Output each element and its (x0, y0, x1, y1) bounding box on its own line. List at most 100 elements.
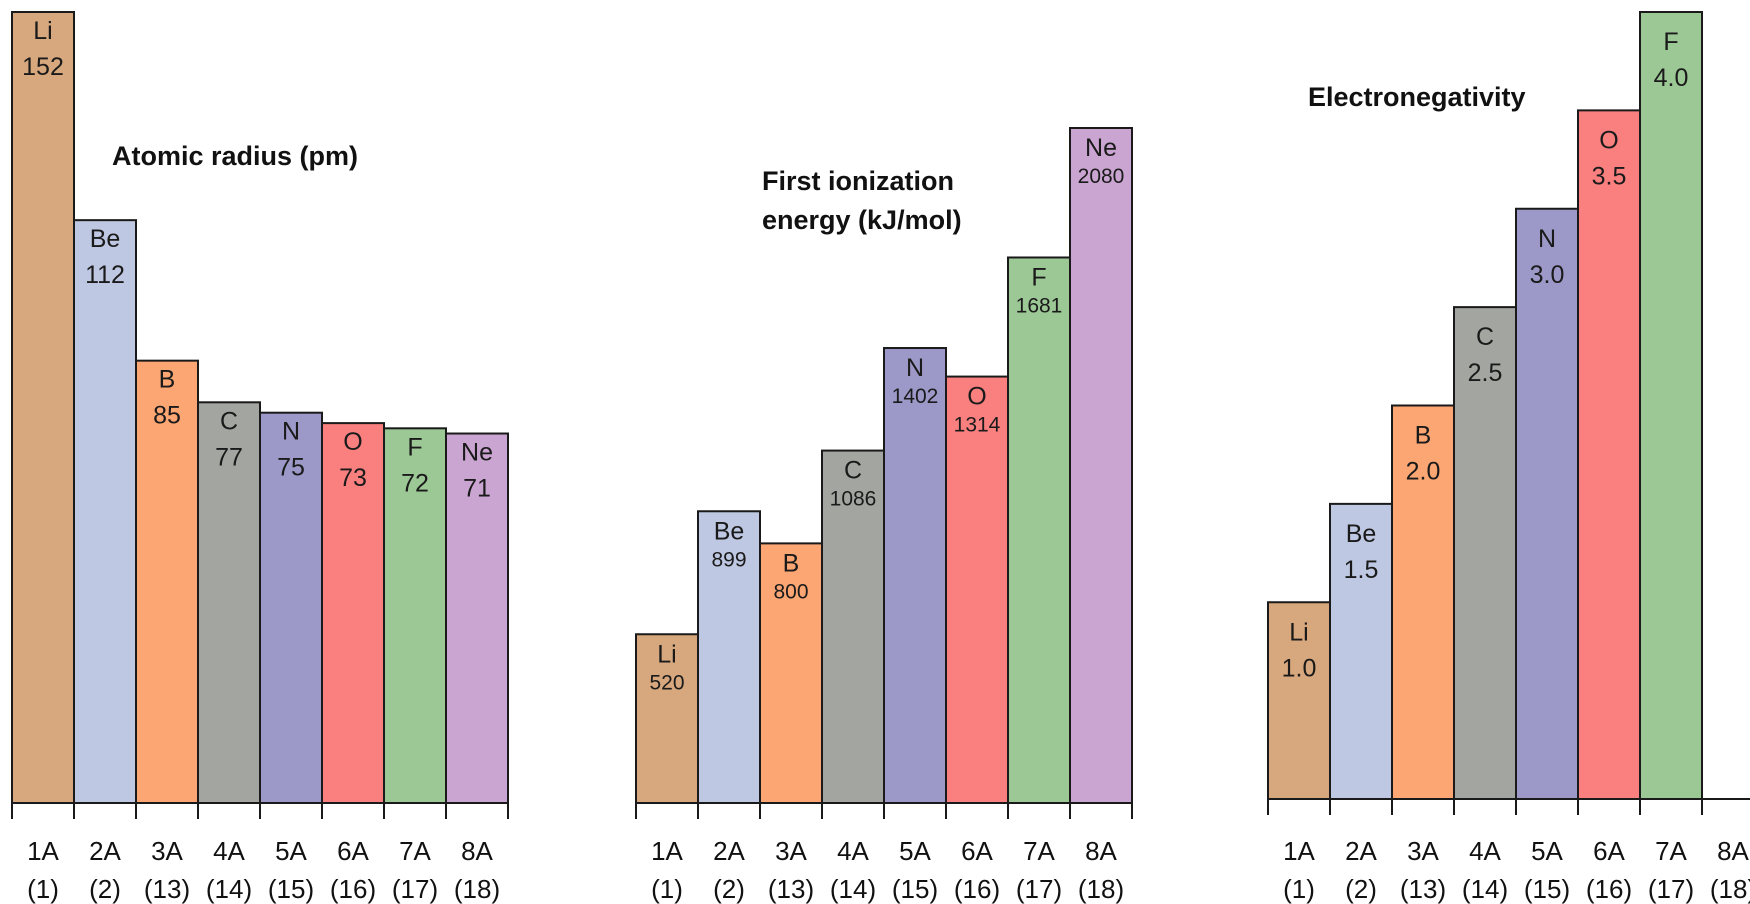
bar-element-label: Li (657, 640, 676, 668)
bar-element-label: Ne (1085, 134, 1117, 162)
bar-value-label: 85 (153, 402, 181, 430)
tick-label-group-number: (18) (454, 874, 500, 904)
tick-label-group-number: (2) (89, 874, 121, 904)
bar-element-label: O (343, 428, 362, 456)
tick-label-group: 4A (837, 836, 869, 866)
tick-label-group: 7A (1655, 836, 1687, 866)
tick-label-group-number: (14) (206, 874, 252, 904)
tick-label-group: 5A (1531, 836, 1563, 866)
tick-label-group-number: (17) (392, 874, 438, 904)
bar-ionization-ne (1069, 127, 1133, 804)
bar-element-label: B (1415, 422, 1432, 450)
bar-electronegativity-o (1577, 109, 1641, 800)
tick-label-group: 8A (1717, 836, 1749, 866)
tick-label-group: 6A (337, 836, 369, 866)
bar-value-label: 75 (277, 454, 305, 482)
bar-radius-li (11, 11, 75, 804)
bar-element-label: C (844, 457, 862, 485)
bar-element-label: C (1476, 323, 1494, 351)
tick-label-group: 4A (213, 836, 245, 866)
bar-value-label: 2.0 (1406, 458, 1441, 486)
tick-label-group-number: (17) (1016, 874, 1062, 904)
tick-label-group: 8A (1085, 836, 1117, 866)
tick-label-group-number: (17) (1648, 874, 1694, 904)
bar-ionization-li (635, 633, 699, 804)
bar-element-label: B (783, 549, 800, 577)
bar-value-label: 72 (401, 469, 429, 497)
bar-ionization-o (945, 375, 1009, 804)
bar-value-label: 1681 (1016, 294, 1063, 317)
bar-value-label: 71 (463, 475, 491, 503)
bar-value-label: 3.0 (1530, 261, 1565, 289)
tick-label-group-number: (18) (1710, 874, 1750, 904)
tick-label-group: 7A (1023, 836, 1055, 866)
tick-label-group: 2A (1345, 836, 1377, 866)
bar-value-label: 3.5 (1592, 162, 1627, 190)
bar-element-label: F (1663, 28, 1678, 56)
tick-label-group: 6A (961, 836, 993, 866)
tick-label-group: 8A (461, 836, 493, 866)
bar-value-label: 800 (773, 580, 808, 603)
tick-label-group-number: (14) (830, 874, 876, 904)
bar-element-label: B (159, 366, 176, 394)
tick-label-group: 3A (151, 836, 183, 866)
tick-label-group-number: (16) (954, 874, 1000, 904)
bar-value-label: 73 (339, 464, 367, 492)
bar-element-label: F (1031, 263, 1046, 291)
bar-radius-n (259, 411, 323, 804)
bar-value-label: 2.5 (1468, 359, 1503, 387)
bar-element-label: Ne (461, 439, 493, 467)
tick-label-group-number: (15) (268, 874, 314, 904)
bar-element-label: N (906, 354, 924, 382)
tick-label-group-number: (13) (1400, 874, 1446, 904)
tick-label-group: 1A (1283, 836, 1315, 866)
tick-label-group: 5A (899, 836, 931, 866)
bar-value-label: 4.0 (1654, 64, 1689, 92)
bar-value-label: 2080 (1078, 165, 1125, 188)
bar-electronegativity-c (1453, 306, 1517, 800)
atomic-radius-chart: Atomic radius (pm) Li 152 Be 112 B 85 C 77 N 75 O 7… (11, 11, 509, 904)
bar-ionization-f (1007, 256, 1071, 805)
tick-label-group: 3A (775, 836, 807, 866)
bar-element-label: C (220, 407, 238, 435)
bar-electronegativity-f (1639, 11, 1703, 800)
bar-element-label: Be (714, 517, 745, 545)
bar-ionization-c (821, 449, 885, 804)
bar-value-label: 1.0 (1282, 654, 1317, 682)
tick-label-group: 6A (1593, 836, 1625, 866)
chart-title-atomic-radius: Atomic radius (pm) (112, 141, 358, 171)
bar-element-label: Li (33, 17, 52, 45)
chart-title-electronegativity: Electronegativity (1308, 82, 1526, 112)
bar-radius-c (197, 401, 261, 804)
bar-value-label: 1086 (830, 488, 877, 511)
bar-element-label: Be (90, 225, 121, 253)
bar-element-label: O (967, 383, 986, 411)
bar-value-label: 77 (215, 443, 243, 471)
tick-label-group: 2A (713, 836, 745, 866)
bar-radius-be (73, 219, 137, 804)
tick-label-group-number: (2) (713, 874, 745, 904)
tick-label-group: 7A (399, 836, 431, 866)
tick-label-group: 2A (89, 836, 121, 866)
bar-electronegativity-n (1515, 207, 1579, 800)
ionization-energy-chart: First ionization energy (kJ/mol) Li 520 Be… (635, 127, 1133, 904)
bar-value-label: 152 (22, 53, 64, 81)
bar-value-label: 112 (85, 261, 125, 289)
tick-label-group-number: (18) (1078, 874, 1124, 904)
tick-label-group-number: (2) (1345, 874, 1377, 904)
tick-label-group-number: (16) (330, 874, 376, 904)
bar-electronegativity-b (1391, 404, 1455, 800)
bar-value-label: 520 (649, 671, 684, 694)
bar-radius-b (135, 359, 199, 804)
tick-label-group-number: (13) (768, 874, 814, 904)
bar-radius-ne (445, 432, 509, 804)
tick-label-group: 3A (1407, 836, 1439, 866)
tick-label-group: 4A (1469, 836, 1501, 866)
bar-element-label: Be (1346, 520, 1377, 548)
bar-value-label: 1314 (954, 414, 1001, 437)
bar-element-label: F (407, 433, 422, 461)
bar-ionization-b (759, 542, 823, 805)
bar-ionization-n (883, 347, 947, 804)
bar-value-label: 1402 (892, 385, 939, 408)
